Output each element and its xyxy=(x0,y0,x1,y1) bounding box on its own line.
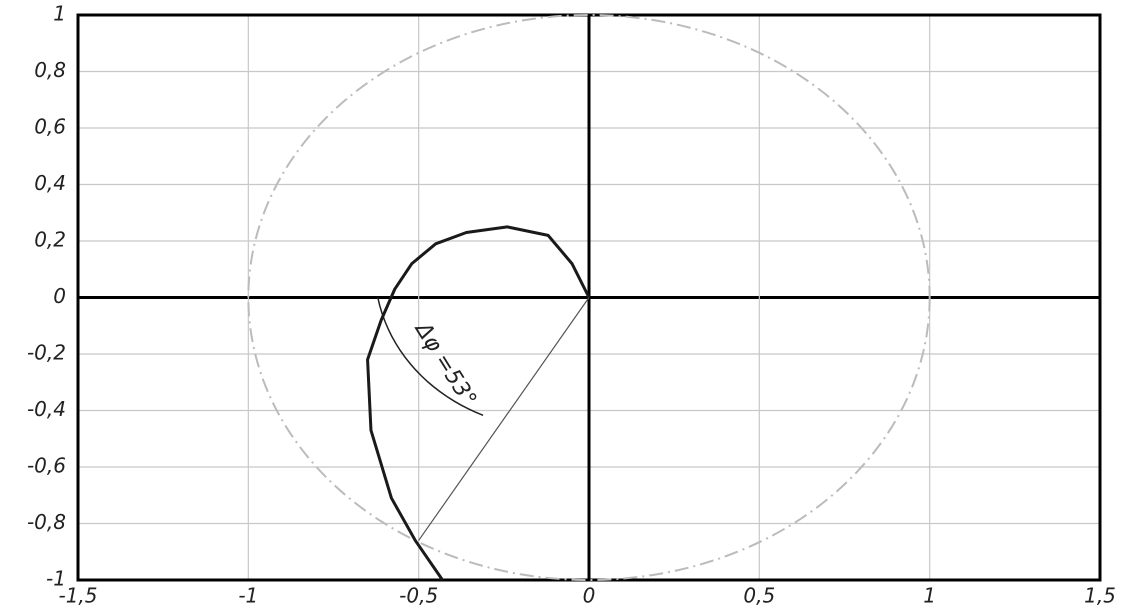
annotation: Δφ =53° xyxy=(409,317,481,412)
y-tick-label: 0,4 xyxy=(34,171,66,195)
y-tick-label: 0,2 xyxy=(34,228,66,252)
y-tick-label: -0,2 xyxy=(27,341,66,365)
x-tick-label: 0,5 xyxy=(743,584,775,608)
unit-circle xyxy=(247,14,931,581)
y-tick-label: -1 xyxy=(46,567,66,591)
x-tick-label: 1 xyxy=(923,584,936,608)
y-tick-label: 0 xyxy=(53,284,66,308)
y-tick-label: -0,8 xyxy=(27,510,66,534)
y-tick-label: -0,6 xyxy=(27,454,66,478)
x-tick-label: -1 xyxy=(238,584,258,608)
x-tick-label: -0,5 xyxy=(399,584,438,608)
angle-arc xyxy=(377,297,484,416)
x-tick-label: 1,5 xyxy=(1084,584,1116,608)
y-tick-label: -0,4 xyxy=(27,397,66,421)
x-tick-label: 0 xyxy=(583,584,596,608)
series-line xyxy=(366,225,591,581)
y-tick-label: 1 xyxy=(53,2,66,26)
x-tick-label: -1,5 xyxy=(58,584,97,608)
plot-frame xyxy=(76,13,1102,582)
radius-line xyxy=(418,297,590,541)
y-tick-label: 0,6 xyxy=(34,115,66,139)
y-tick-label: 0,8 xyxy=(34,58,66,82)
